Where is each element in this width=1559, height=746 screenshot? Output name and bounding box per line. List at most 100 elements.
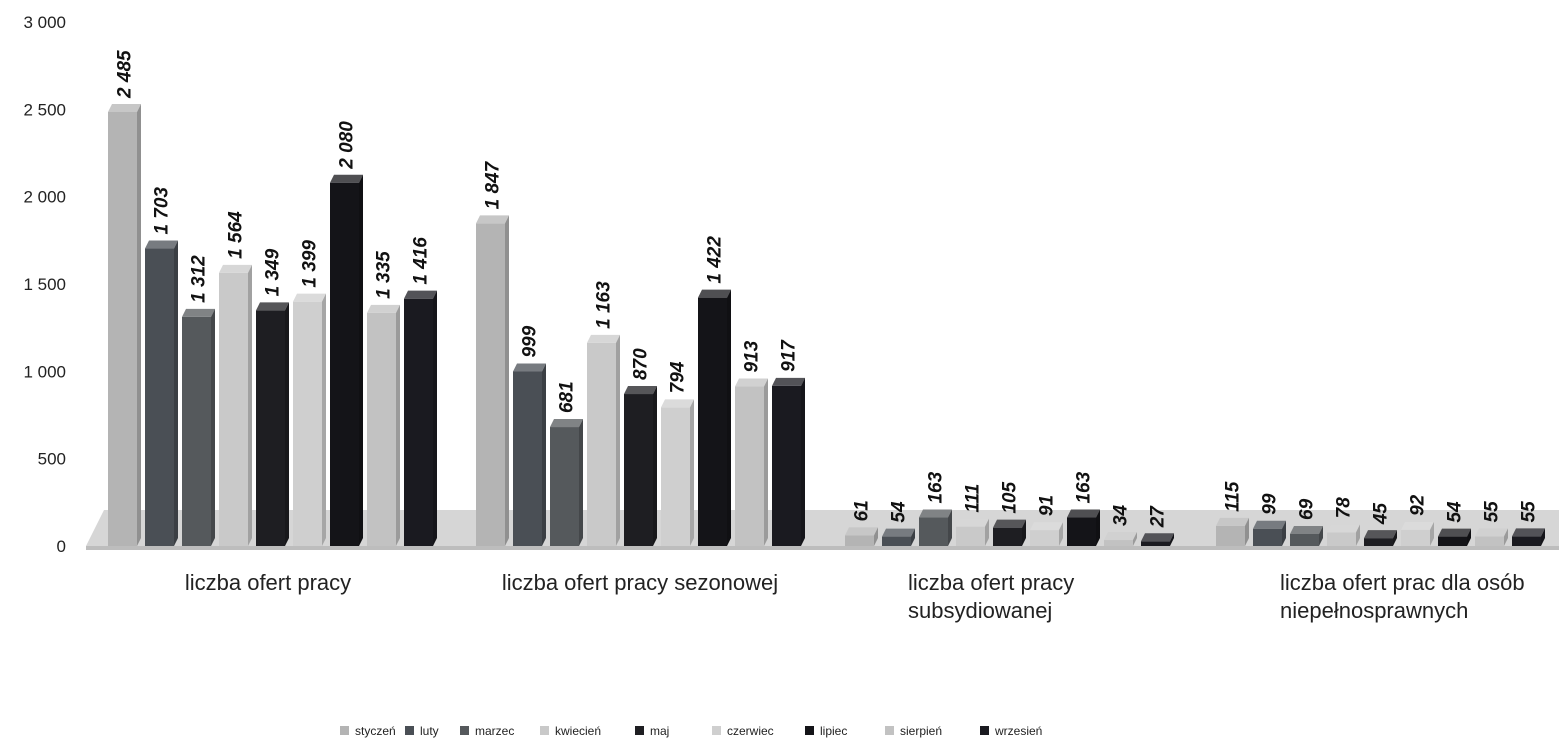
bar-front bbox=[1327, 532, 1356, 546]
bar-front bbox=[1401, 529, 1430, 546]
bar-side bbox=[396, 304, 400, 546]
bar-front bbox=[698, 297, 727, 546]
bar-side bbox=[1096, 509, 1100, 546]
bar-side bbox=[653, 386, 657, 546]
bar-front bbox=[1030, 530, 1059, 546]
legend-label: sierpień bbox=[900, 724, 942, 738]
bar bbox=[219, 264, 252, 546]
data-label: 91 bbox=[1037, 495, 1058, 516]
bar-top bbox=[956, 518, 989, 527]
bar-top bbox=[145, 240, 178, 249]
bar-top bbox=[1327, 524, 1360, 533]
legend-swatch bbox=[460, 726, 469, 735]
bar-front bbox=[993, 527, 1022, 546]
bar-side bbox=[137, 103, 141, 546]
bar-side bbox=[1504, 528, 1508, 546]
bar-front bbox=[293, 301, 322, 546]
bar-side bbox=[1541, 528, 1545, 546]
data-label: 45 bbox=[1371, 503, 1392, 526]
bars bbox=[108, 103, 1545, 546]
bar-side bbox=[579, 419, 583, 546]
data-label: 1 312 bbox=[189, 255, 210, 303]
bar-top bbox=[624, 386, 657, 395]
bar-side bbox=[285, 302, 289, 546]
chart-floor bbox=[86, 510, 1559, 550]
bar-front bbox=[550, 427, 579, 546]
data-label: 1 416 bbox=[411, 237, 432, 285]
bar-side bbox=[727, 289, 731, 546]
bar-top bbox=[882, 528, 915, 537]
bar-top bbox=[661, 399, 694, 408]
data-label: 61 bbox=[852, 500, 873, 521]
bar bbox=[772, 377, 805, 546]
bar-top bbox=[1512, 528, 1545, 537]
bar-top bbox=[1438, 528, 1471, 537]
bar bbox=[108, 103, 141, 546]
bar-side bbox=[1022, 519, 1026, 546]
data-label: 55 bbox=[1482, 501, 1503, 523]
bar-front bbox=[1290, 533, 1319, 546]
legend-label: wrzesień bbox=[994, 724, 1042, 738]
bar-front bbox=[919, 517, 948, 546]
y-tick-label: 3 000 bbox=[23, 13, 66, 32]
y-tick-label: 0 bbox=[57, 537, 66, 556]
bar-side bbox=[1430, 521, 1434, 546]
bar-front bbox=[108, 111, 137, 546]
bar bbox=[182, 308, 215, 546]
bar-side bbox=[1467, 528, 1471, 546]
bar-side bbox=[433, 290, 437, 546]
category-label: liczba ofert prac dla osób bbox=[1280, 570, 1525, 595]
bar bbox=[661, 399, 694, 546]
bar-front bbox=[772, 385, 801, 546]
bar-side bbox=[505, 215, 509, 546]
bar bbox=[735, 378, 768, 546]
bar bbox=[845, 527, 878, 546]
bar-side bbox=[542, 363, 546, 546]
y-tick-label: 1 000 bbox=[23, 362, 66, 381]
legend-label: kwiecień bbox=[555, 724, 601, 738]
bar-front bbox=[624, 394, 653, 546]
bar bbox=[956, 518, 989, 546]
bar-front bbox=[256, 310, 285, 546]
bar bbox=[698, 289, 731, 546]
data-label: 913 bbox=[742, 340, 763, 372]
legend-item: marzec bbox=[460, 724, 514, 738]
bar-side bbox=[1245, 517, 1249, 546]
bar-side bbox=[616, 334, 620, 546]
bar-top bbox=[993, 519, 1026, 528]
bar-front bbox=[1067, 517, 1096, 546]
legend-swatch bbox=[405, 726, 414, 735]
bar-top bbox=[293, 293, 326, 302]
bar-front bbox=[587, 342, 616, 546]
bar-side bbox=[801, 377, 805, 546]
data-label: 115 bbox=[1223, 481, 1244, 512]
bar-top bbox=[219, 264, 252, 273]
data-label: 55 bbox=[1519, 501, 1540, 523]
bar bbox=[919, 509, 952, 546]
data-labels: 2 485 1 703 1 312 1 564 1 349 1 399 2 080 1 335… bbox=[115, 50, 1540, 528]
y-tick-label: 1 500 bbox=[23, 275, 66, 294]
bar bbox=[330, 174, 363, 546]
bar-front bbox=[330, 182, 359, 546]
bar-front bbox=[1253, 528, 1282, 546]
legend-label: maj bbox=[650, 724, 669, 738]
data-label: 1 703 bbox=[152, 187, 173, 235]
category-label: liczba ofert pracy bbox=[908, 570, 1074, 595]
bar-side bbox=[1170, 533, 1174, 546]
bar bbox=[1401, 521, 1434, 546]
bar-front bbox=[1512, 536, 1541, 546]
bar bbox=[1030, 522, 1063, 546]
data-label: 163 bbox=[926, 471, 947, 503]
bar-top bbox=[1364, 530, 1397, 539]
legend-item: lipiec bbox=[805, 724, 847, 738]
bar bbox=[1141, 533, 1174, 546]
category-label: niepełnosprawnych bbox=[1280, 598, 1468, 623]
legend-swatch bbox=[980, 726, 989, 735]
bar-top bbox=[182, 308, 215, 317]
bar-side bbox=[174, 240, 178, 546]
bar-front bbox=[219, 272, 248, 546]
bar bbox=[1364, 530, 1397, 546]
y-tick-label: 500 bbox=[38, 450, 66, 469]
